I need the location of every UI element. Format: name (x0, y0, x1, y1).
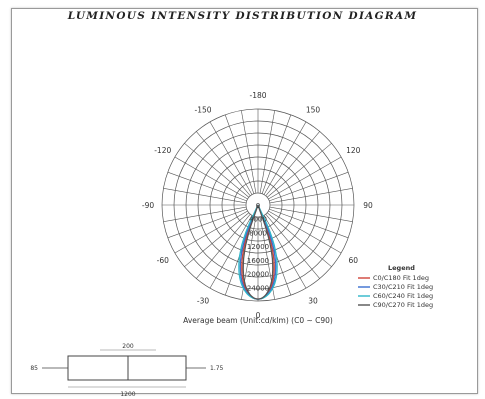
angle-label: -120 (154, 146, 171, 155)
ring-label: 20000 (247, 271, 269, 279)
angle-label: 90 (363, 201, 373, 210)
angle-label: -90 (142, 201, 154, 210)
polar-spoke (224, 114, 255, 194)
polar-spoke (263, 121, 307, 195)
polar-spokes (162, 109, 354, 301)
polar-spoke (163, 188, 247, 204)
ring-label: 0 (256, 202, 260, 210)
angle-label: -150 (194, 106, 211, 115)
polar-spoke (263, 215, 307, 289)
angle-label: 60 (348, 256, 358, 265)
polar-spoke (269, 206, 353, 222)
polar-spoke (259, 110, 275, 194)
legend-item: C30/C210 Fit 1deg (373, 283, 433, 291)
polar-spoke (265, 131, 320, 197)
diagram-frame (11, 8, 478, 394)
legend-item: C90/C270 Fit 1deg (373, 301, 433, 309)
fixture-outline (67, 355, 187, 381)
angle-label: -180 (249, 91, 266, 100)
polar-spoke (196, 213, 251, 279)
polar-spoke (174, 156, 248, 200)
intensity-curves (238, 204, 278, 300)
fixture-right-dim: 1.75 (210, 365, 224, 372)
ring-label: 12000 (247, 243, 269, 251)
fixture-drawing: 200 1200 85 1.75 (30, 343, 223, 398)
polar-spoke (268, 156, 342, 200)
angle-label: -60 (157, 256, 169, 265)
fixture-bottom-dim: 1200 (120, 391, 135, 398)
angle-label: 30 (308, 296, 318, 305)
polar-spoke (266, 212, 332, 267)
polar-spoke (184, 212, 250, 267)
legend-item: C60/C240 Fit 1deg (373, 292, 433, 300)
ring-label: 8000 (249, 229, 267, 237)
polar-spoke (167, 171, 247, 202)
polar-spoke (174, 210, 248, 254)
polar-spoke (163, 206, 247, 222)
polar-spoke (184, 143, 250, 198)
angle-label: -30 (197, 296, 209, 305)
angle-label: 120 (346, 146, 361, 155)
ring-label: 4000 (249, 216, 267, 224)
angle-labels: -180 -150 150 -120 120 -90 90 -60 60 -30 30 0 (142, 91, 373, 320)
polar-spoke (167, 208, 247, 239)
polar-spoke (266, 143, 332, 198)
fixture-top-dim: 200 (122, 343, 134, 350)
angle-label: 0 (256, 311, 261, 320)
polar-spoke (261, 114, 292, 194)
ring-label: 16000 (247, 257, 269, 265)
ring-labels: 0 4000 8000 12000 16000 20000 24000 (247, 202, 269, 292)
fixture-left-dim: 85 (30, 365, 38, 372)
intensity-curve (242, 204, 274, 300)
polar-spoke (241, 110, 257, 194)
polar-spoke (269, 188, 353, 204)
polar-spoke (265, 213, 320, 279)
polar-spoke (269, 171, 349, 202)
polar-spoke (209, 215, 253, 289)
polar-spoke (196, 131, 251, 197)
ring-label: 24000 (247, 284, 269, 292)
legend-item: C0/C180 Fit 1deg (373, 274, 429, 282)
diagram-caption: Average beam (Unit:cd/klm) (C0 ~ C90) (183, 316, 333, 325)
legend-title: Legend (388, 264, 415, 272)
polar-spoke (269, 208, 349, 239)
diagram-title: LUMINOUS INTENSITY DISTRIBUTION DIAGRAM (67, 10, 418, 22)
polar-spoke (209, 121, 253, 195)
angle-label: 150 (306, 106, 321, 115)
polar-spoke (268, 210, 342, 254)
